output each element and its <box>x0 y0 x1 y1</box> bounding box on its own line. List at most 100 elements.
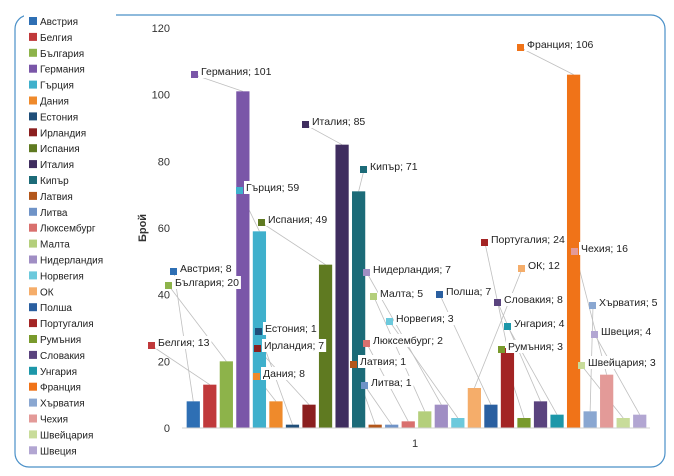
data-label-background <box>579 242 630 255</box>
data-label: Швейцария; 3 <box>578 356 658 369</box>
data-label-background <box>199 65 274 78</box>
legend-swatch <box>29 446 37 455</box>
legend-label: Чехия <box>40 415 68 426</box>
bar <box>583 411 597 428</box>
data-label-text: Кипър; 71 <box>370 161 418 173</box>
legend-label: Унгария <box>40 367 77 378</box>
legend-label: Португалия <box>40 319 94 330</box>
data-label-background <box>156 336 212 349</box>
data-label: Дания; 8 <box>253 367 307 380</box>
bar <box>467 388 481 428</box>
data-label: Белгия; 13 <box>148 336 212 349</box>
y-tick-label: 0 <box>164 423 170 435</box>
bar <box>600 374 614 428</box>
bar <box>368 424 382 428</box>
legend-item: Чехия <box>29 414 68 426</box>
data-label-text: Малта; 5 <box>380 288 423 300</box>
y-tick-label: 40 <box>158 290 170 302</box>
legend-item: Швеция <box>29 446 77 457</box>
data-label: Румъния; 3 <box>498 340 565 353</box>
data-label-background <box>586 356 658 369</box>
legend-item: Румъния <box>29 335 81 346</box>
data-label-swatch <box>255 328 262 335</box>
legend-item: Нидерландия <box>29 255 103 267</box>
data-label-text: ОК; 12 <box>528 260 560 272</box>
legend-label: Люксембург <box>40 223 96 235</box>
data-label-text: Естония; 1 <box>265 323 317 335</box>
data-label-swatch <box>254 345 261 352</box>
bar <box>451 418 465 428</box>
bar <box>236 91 250 428</box>
legend-item: Малта <box>29 239 70 251</box>
data-label-text: Чехия; 16 <box>581 243 628 255</box>
data-label-text: Дания; 8 <box>263 368 305 380</box>
data-label-background <box>371 334 445 347</box>
y-axis: 0 20 40 60 80 100 120 <box>152 23 170 435</box>
data-label: Полша; 7 <box>436 285 494 298</box>
legend-swatch <box>29 191 37 200</box>
data-label-swatch <box>517 44 524 51</box>
data-label-swatch <box>370 293 377 300</box>
data-label-background <box>444 285 494 298</box>
legend-swatch <box>29 128 37 137</box>
legend-item: Австрия <box>29 17 78 28</box>
legend-swatch <box>29 17 37 25</box>
legend-swatch <box>29 112 37 121</box>
legend-item: Дания <box>29 96 69 108</box>
data-label: Испания; 49 <box>258 213 330 226</box>
data-label-swatch <box>165 282 172 289</box>
legend-swatch <box>29 48 37 57</box>
data-label: Германия; 101 <box>191 65 274 78</box>
legend-label: Франция <box>40 383 81 394</box>
legend-label: Словакия <box>40 351 85 362</box>
leader-line <box>520 47 574 76</box>
leader-line <box>261 222 326 266</box>
legend-label: Малта <box>40 240 70 251</box>
legend-item: Швейцария <box>29 430 93 441</box>
data-label-swatch <box>571 248 578 255</box>
data-label-text: Италия; 85 <box>312 116 365 128</box>
data-label-text: Португалия; 24 <box>491 234 565 246</box>
legend: Австрия Белгия България Германия Гърция Дания… <box>29 17 103 457</box>
data-label: България; 20 <box>165 276 241 289</box>
data-label: Швеция; 4 <box>591 325 654 338</box>
data-label-background <box>512 317 567 330</box>
data-label-swatch <box>498 346 505 353</box>
data-label-swatch <box>518 265 525 272</box>
data-label-swatch <box>170 268 177 275</box>
bar <box>302 404 316 428</box>
data-label-text: Полша; 7 <box>446 286 491 298</box>
data-label-text: Словакия; 8 <box>504 294 563 306</box>
legend-item: Франция <box>29 382 81 394</box>
bar <box>285 424 300 428</box>
data-label-text: Испания; 49 <box>268 214 327 226</box>
data-label-swatch <box>436 291 443 298</box>
legend-swatch <box>29 80 37 89</box>
bar <box>616 418 630 428</box>
legend-panel <box>24 12 116 462</box>
data-label: Ирландия; 7 <box>254 339 327 352</box>
legend-item: Португалия <box>29 319 94 330</box>
bar <box>335 144 349 428</box>
bar <box>352 191 366 428</box>
data-label-text: Ирландия; 7 <box>264 340 324 352</box>
data-label: Словакия; 8 <box>494 293 565 306</box>
leader-line <box>474 268 523 389</box>
y-tick-label: 80 <box>158 156 170 168</box>
data-label-background <box>358 355 409 368</box>
bar <box>500 348 515 428</box>
legend-item: Италия <box>29 160 74 171</box>
legend-swatch <box>29 335 37 343</box>
data-label-text: Нидерландия; 7 <box>373 264 451 276</box>
legend-swatch <box>29 32 37 41</box>
data-label: Италия; 85 <box>302 115 368 128</box>
data-label-text: Гърция; 59 <box>246 182 299 194</box>
legend-swatch <box>29 255 37 264</box>
legend-swatch <box>29 144 37 153</box>
leader-line <box>358 169 365 192</box>
legend-item: Литва <box>29 207 68 219</box>
data-label-swatch <box>360 166 367 173</box>
legend-item: Ирландия <box>29 128 86 139</box>
data-label-text: Литва; 1 <box>371 377 412 389</box>
legend-item: Гърция <box>29 80 74 92</box>
